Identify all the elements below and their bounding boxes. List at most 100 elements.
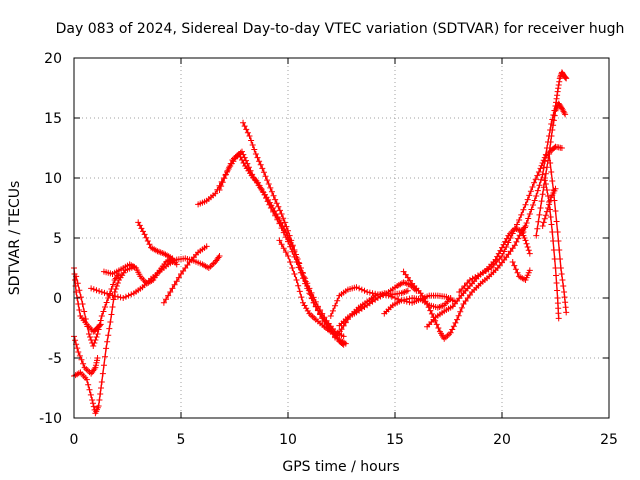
data-point	[94, 355, 101, 361]
data-point	[92, 337, 99, 343]
series-arc-08	[160, 243, 210, 306]
data-point	[289, 248, 296, 255]
data-point	[558, 145, 565, 151]
data-point	[540, 164, 547, 171]
data-point	[265, 181, 272, 187]
data-point	[531, 197, 538, 204]
data-point	[543, 164, 550, 171]
data-point	[366, 289, 373, 296]
data-point	[98, 379, 105, 385]
data-point	[496, 256, 503, 262]
data-point	[557, 256, 564, 262]
data-point	[278, 225, 285, 232]
data-point	[84, 323, 91, 330]
data-point	[103, 299, 110, 306]
data-point	[541, 215, 548, 222]
data-point	[319, 315, 326, 322]
data-point	[515, 235, 522, 242]
data-point	[499, 253, 505, 259]
data-point	[553, 280, 560, 286]
data-point	[267, 184, 274, 191]
data-point	[553, 272, 560, 279]
data-point	[109, 292, 116, 299]
data-point	[392, 295, 398, 301]
data-point	[524, 244, 531, 250]
data-point	[104, 290, 111, 297]
data-point	[526, 267, 533, 274]
data-point	[299, 275, 306, 282]
data-point	[537, 205, 544, 211]
data-point	[531, 179, 538, 186]
data-point	[562, 74, 569, 81]
data-point	[520, 229, 527, 235]
data-point	[90, 343, 97, 349]
data-point	[94, 331, 101, 337]
data-point	[243, 126, 250, 133]
data-point	[98, 385, 105, 391]
data-point	[561, 289, 568, 295]
data-point	[276, 207, 283, 214]
data-point	[456, 289, 463, 295]
data-point	[317, 311, 324, 318]
data-point	[244, 129, 251, 136]
grid-lines	[74, 58, 609, 418]
data-point	[173, 261, 180, 268]
data-point	[72, 337, 79, 344]
data-point	[526, 192, 533, 199]
data-point	[108, 286, 115, 292]
series-line	[73, 266, 135, 414]
data-point	[314, 307, 321, 314]
series-line	[218, 153, 345, 346]
data-point	[96, 322, 103, 328]
data-point	[372, 290, 379, 297]
data-point	[270, 192, 277, 199]
series-arc-03	[71, 333, 101, 377]
data-point	[163, 296, 170, 303]
axis-ticks: 0 5 10 15 20 25 -10 -5 0 5 10 15 20	[39, 51, 618, 448]
series-arc-01	[71, 263, 137, 417]
series-arc-25	[539, 185, 559, 229]
data-point	[511, 242, 518, 249]
data-point	[558, 271, 565, 277]
data-point	[103, 345, 110, 352]
y-tick-label: -5	[48, 351, 62, 367]
data-point	[546, 151, 553, 157]
data-point	[404, 287, 411, 294]
data-point	[117, 294, 124, 301]
data-point	[552, 208, 559, 214]
data-point	[218, 183, 225, 190]
data-point	[175, 274, 182, 281]
data-point	[528, 206, 535, 213]
data-point	[298, 294, 305, 301]
data-point	[536, 182, 543, 189]
data-point	[276, 220, 283, 227]
data-point	[91, 340, 98, 346]
x-tick-label: 15	[386, 432, 404, 448]
data-point	[329, 307, 336, 314]
data-point	[543, 187, 550, 193]
data-point	[522, 224, 529, 231]
data-point	[450, 323, 457, 330]
data-point	[561, 294, 568, 301]
series-line	[522, 71, 567, 233]
data-point	[511, 262, 518, 269]
data-point	[97, 391, 104, 397]
data-point	[526, 211, 533, 217]
data-point	[339, 340, 346, 347]
data-point	[452, 319, 459, 326]
data-point	[493, 259, 500, 265]
data-point	[141, 231, 148, 238]
data-point	[165, 292, 172, 299]
series-arc-12	[276, 237, 334, 335]
data-point	[458, 304, 465, 311]
data-point	[533, 193, 540, 199]
data-point	[361, 287, 368, 294]
data-point	[435, 325, 442, 331]
data-point	[533, 232, 540, 239]
data-point	[545, 193, 552, 199]
data-point	[560, 283, 567, 289]
data-point	[563, 309, 570, 316]
data-point	[538, 176, 545, 183]
series-arc-23	[541, 175, 562, 322]
